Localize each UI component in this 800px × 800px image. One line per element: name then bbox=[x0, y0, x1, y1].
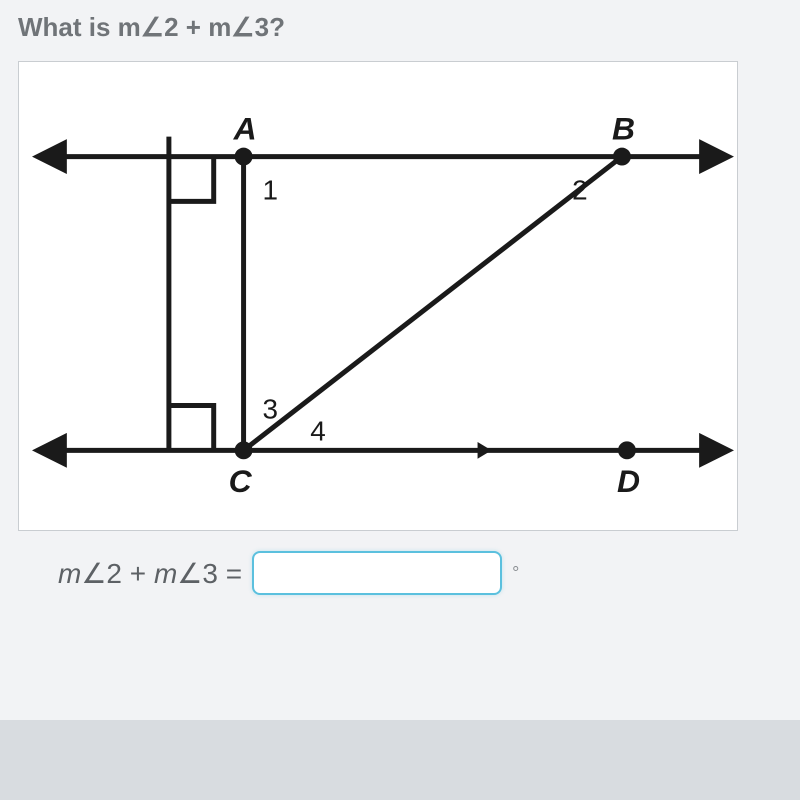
diagram-svg: A B C D 1 2 3 4 bbox=[19, 62, 737, 530]
svg-text:B: B bbox=[612, 111, 635, 147]
svg-text:2: 2 bbox=[572, 174, 588, 205]
svg-text:4: 4 bbox=[310, 415, 326, 446]
question-panel: What is m∠2 + m∠3? A B C D 1 2 3 4 m∠2 + m∠3 = … bbox=[0, 0, 800, 720]
geometry-diagram: A B C D 1 2 3 4 bbox=[18, 61, 738, 531]
svg-text:D: D bbox=[617, 463, 640, 499]
answer-input[interactable] bbox=[252, 551, 502, 595]
answer-prefix: m∠2 + m∠3 = bbox=[58, 557, 242, 590]
svg-text:C: C bbox=[229, 463, 253, 499]
degree-symbol: ° bbox=[512, 563, 519, 584]
bottom-strip bbox=[0, 720, 800, 800]
question-text: What is m∠2 + m∠3? bbox=[18, 12, 782, 43]
svg-text:3: 3 bbox=[262, 393, 278, 424]
answer-row: m∠2 + m∠3 = ° bbox=[58, 551, 782, 595]
svg-text:1: 1 bbox=[262, 174, 278, 205]
svg-text:A: A bbox=[233, 111, 257, 147]
